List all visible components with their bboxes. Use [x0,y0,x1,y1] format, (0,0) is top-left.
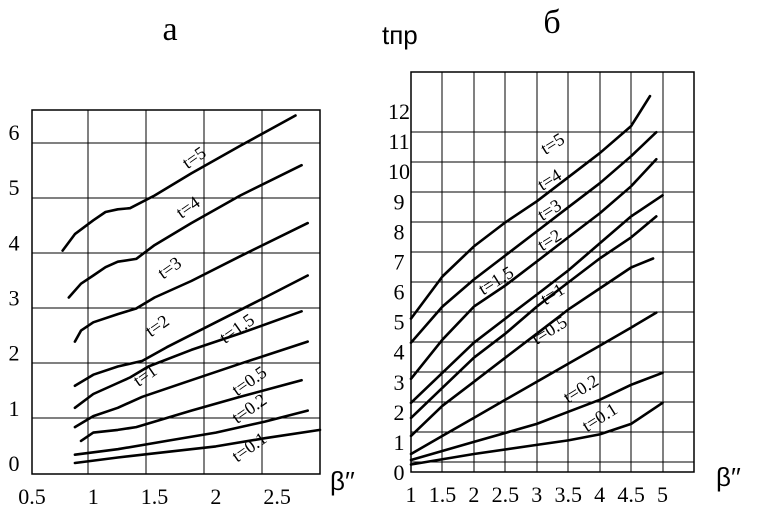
series-line-t-4 [67,163,303,299]
x-axis-label: β′′ [716,462,741,492]
series-line-t-4 [409,130,658,344]
y-tick-label: 1 [394,430,405,455]
series-line-t-1 [409,257,655,438]
series-line-t-1 [73,340,309,429]
series-line-t-0-5 [409,311,658,456]
x-tick-label: 2 [468,482,479,507]
series-line-t-3 [73,221,309,343]
series-line-t-2 [73,274,309,388]
plot-frame [31,109,321,475]
series-label-t-5: t=5 [178,142,209,172]
series-label-t-4: t=4 [534,165,565,195]
series-label-t-1-5: t=1.5 [216,309,258,347]
x-tick-label: 1 [88,484,99,509]
y-tick-label: 12 [388,99,410,124]
panel-label: б [543,4,560,41]
series-line-t-5 [61,114,297,252]
series-line-t-0-1 [409,401,664,466]
series-line-t-2 [409,194,664,405]
y-axis-label: tпр [382,20,418,50]
series-line-t-0-1 [73,428,322,465]
y-tick-label: 6 [9,120,20,145]
series-label-t-0-1: t=0.1 [228,428,270,466]
y-tick-label: 10 [388,159,410,184]
x-tick-label: 5 [657,482,668,507]
series-line-t-0-2 [409,371,664,462]
y-tick-label: 1 [9,396,20,421]
x-axis-label: β′′ [330,466,355,496]
series-line-t-1-5 [409,215,658,420]
y-tick-label: 0 [9,451,20,476]
x-tick-label: 2.5 [492,482,520,507]
panel-label: а [162,11,177,48]
x-tick-label: 3.5 [554,482,582,507]
y-tick-label: 0 [394,460,405,485]
y-tick-label: 7 [394,249,405,274]
series-label-t-3: t=3 [154,253,185,283]
x-tick-label: 3 [531,482,542,507]
y-tick-label: 2 [394,400,405,425]
series-line-t-0-5 [79,378,303,443]
y-tick-label: 3 [9,286,20,311]
x-tick-label: 4.5 [617,482,645,507]
x-tick-label: 1.5 [429,482,457,507]
x-tick-label: 1 [406,482,417,507]
y-tick-label: 5 [9,175,20,200]
x-tick-label: 2 [210,484,221,509]
y-tick-label: 11 [388,129,409,154]
y-tick-label: 6 [394,280,405,305]
x-tick-label: 0.5 [18,484,46,509]
y-tick-label: 9 [394,189,405,214]
y-tick-label: 8 [394,219,405,244]
chart-panel-2: t=5t=4t=3t=2t=1.5 t=1t=0.5t=0.2t=0.11 1.5 2… [382,4,741,507]
series-line-t-3 [409,157,658,381]
series-label-t-5: t=5 [537,129,568,159]
plot-frame [410,71,695,473]
x-tick-label: 4 [594,482,605,507]
series-line-t-0-2 [73,409,309,456]
y-tick-label: 2 [9,341,20,366]
chart-panel-1: t=5t=4t=3t=2 t=1.5t=1 t=0.5t=0.2t=0.10.5 1 1… [9,11,355,509]
y-tick-label: 4 [9,230,20,255]
series-line-t-1-5 [73,310,303,410]
x-tick-label: 2.5 [263,484,291,509]
y-tick-label: 4 [394,340,405,365]
series-line-t-5 [409,94,652,320]
y-tick-label: 5 [394,310,405,335]
series-label-t-0-5: t=0.5 [528,312,571,349]
x-tick-label: 1.5 [141,484,169,509]
y-tick-label: 3 [394,370,405,395]
